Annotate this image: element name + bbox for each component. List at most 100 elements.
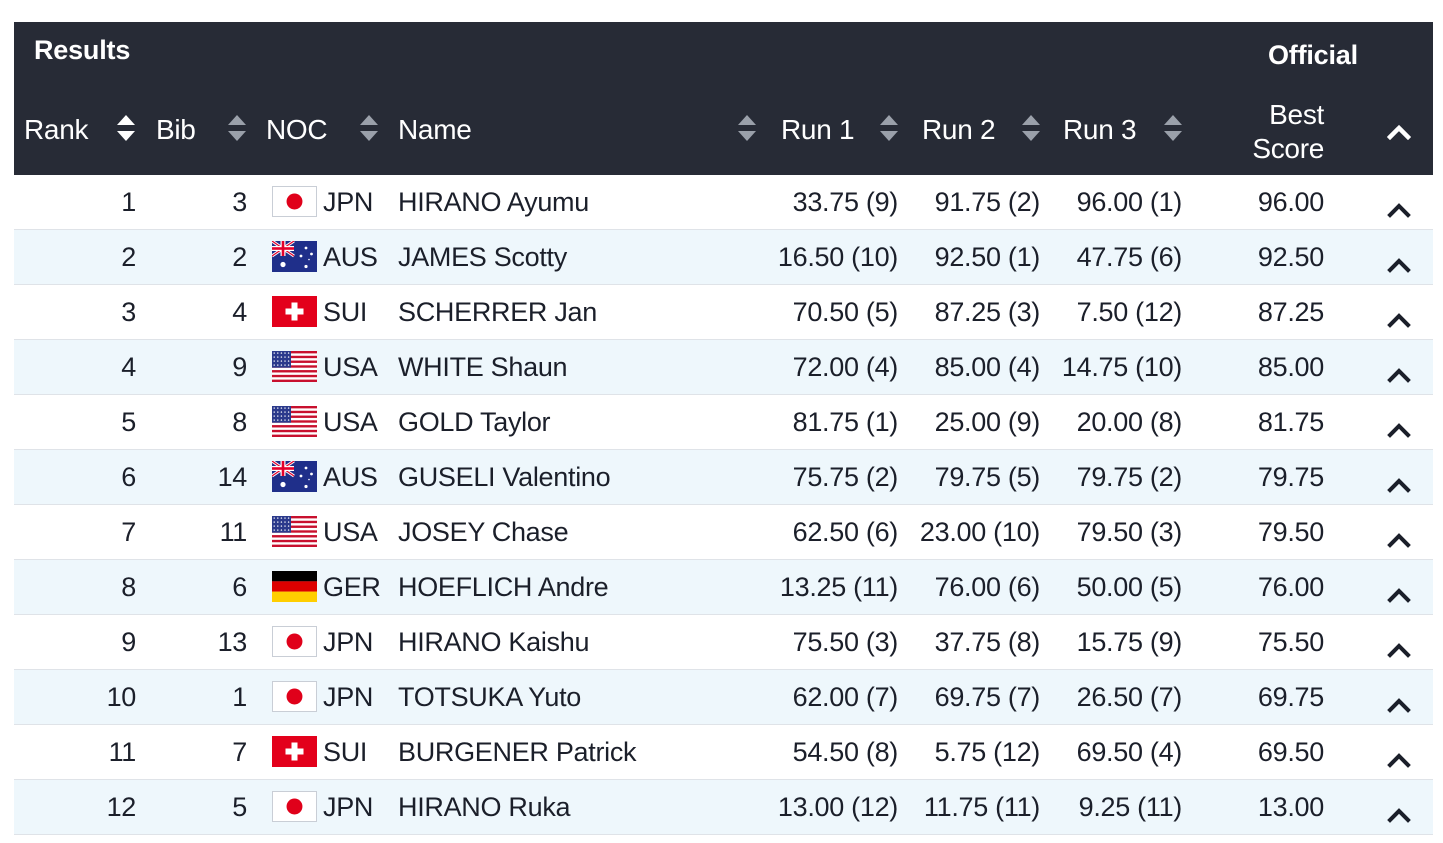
flag-jpn-icon [272, 681, 317, 712]
row-chevron-up-icon[interactable] [1387, 194, 1411, 218]
row-chevron-up-icon[interactable] [1387, 469, 1411, 493]
best-score-cell: 69.75 [1257, 682, 1324, 712]
name-cell[interactable]: JAMES Scotty [398, 242, 567, 272]
flag-jpn-icon [272, 791, 317, 822]
col-best-score[interactable]: Best Score [1224, 98, 1324, 166]
noc-cell: GER [323, 572, 381, 602]
name-cell[interactable]: WHITE Shaun [398, 352, 568, 382]
rank-cell: 10 [106, 682, 137, 712]
run3-cell: 14.75 (10) [1061, 352, 1182, 382]
row-chevron-up-icon[interactable] [1387, 744, 1411, 768]
flag-jpn-icon [272, 186, 317, 217]
row-chevron-up-icon[interactable] [1387, 579, 1411, 603]
table-row[interactable]: 2 2 AUS JAMES Scotty 16.50 (10) 92.50 (1… [14, 230, 1433, 285]
row-chevron-up-icon[interactable] [1387, 249, 1411, 273]
best-score-cell: 79.75 [1257, 462, 1324, 492]
row-chevron-up-icon[interactable] [1387, 689, 1411, 713]
row-chevron-up-icon[interactable] [1387, 414, 1411, 438]
run1-cell: 33.75 (9) [792, 187, 899, 217]
sort-noc-icon[interactable] [358, 114, 380, 142]
noc-cell: JPN [323, 682, 374, 712]
results-title: Results [34, 35, 131, 65]
run3-cell: 9.25 (11) [1078, 792, 1183, 822]
flag-sui-icon [272, 736, 317, 767]
name-cell[interactable]: HIRANO Ruka [398, 792, 571, 822]
sort-run2-icon[interactable] [1020, 114, 1042, 142]
sort-name-icon[interactable] [736, 114, 758, 142]
table-header: Results Official Rank Bib NOC Name Run 1… [14, 22, 1433, 175]
status-official: Official [1268, 40, 1358, 70]
run2-cell: 85.00 (4) [934, 352, 1041, 382]
row-chevron-up-icon[interactable] [1387, 799, 1411, 823]
flag-aus-icon [272, 461, 317, 492]
run2-cell: 87.25 (3) [934, 297, 1041, 327]
table-row[interactable]: 4 9 USA WHITE Shaun 72.00 (4) 85.00 (4) … [14, 340, 1433, 395]
table-row[interactable]: 5 8 USA GOLD Taylor 81.75 (1) 25.00 (9) … [14, 395, 1433, 450]
flag-aus-icon [272, 241, 317, 272]
bib-cell: 6 [232, 572, 247, 602]
col-best-line1: Best [1269, 99, 1324, 130]
rank-cell: 4 [121, 352, 136, 382]
collapse-all-chevron-up-icon[interactable] [1386, 124, 1412, 141]
name-cell[interactable]: GUSELI Valentino [398, 462, 611, 492]
col-name[interactable]: Name [398, 114, 472, 145]
flag-ger-icon [272, 571, 317, 602]
run1-cell: 81.75 (1) [792, 407, 899, 437]
run1-cell: 72.00 (4) [792, 352, 899, 382]
name-cell[interactable]: SCHERRER Jan [398, 297, 597, 327]
bib-cell: 3 [232, 187, 247, 217]
best-score-cell: 79.50 [1257, 517, 1324, 547]
col-rank[interactable]: Rank [24, 114, 89, 145]
name-cell[interactable]: GOLD Taylor [398, 407, 551, 437]
run3-cell: 79.50 (3) [1076, 517, 1183, 547]
noc-cell: JPN [323, 792, 374, 822]
bib-cell: 2 [232, 242, 247, 272]
table-row[interactable]: 8 6 GER HOEFLICH Andre 13.25 (11) 76.00 … [14, 560, 1433, 615]
name-cell[interactable]: HIRANO Ayumu [398, 187, 589, 217]
flag-usa-icon [272, 406, 317, 437]
flag-usa-icon [272, 351, 317, 382]
table-row[interactable]: 3 4 SUI SCHERRER Jan 70.50 (5) 87.25 (3)… [14, 285, 1433, 340]
table-row[interactable]: 9 13 JPN HIRANO Kaishu 75.50 (3) 37.75 (… [14, 615, 1433, 670]
table-row[interactable]: 6 14 AUS GUSELI Valentino 75.75 (2) 79.7… [14, 450, 1433, 505]
name-cell[interactable]: HIRANO Kaishu [398, 627, 590, 657]
name-cell[interactable]: TOTSUKA Yuto [398, 682, 582, 712]
col-run3[interactable]: Run 3 [1063, 114, 1137, 145]
table-row[interactable]: 12 5 JPN HIRANO Ruka 13.00 (12) 11.75 (1… [14, 780, 1433, 835]
table-row[interactable]: 1 3 JPN HIRANO Ayumu 33.75 (9) 91.75 (2)… [14, 175, 1433, 230]
col-run2[interactable]: Run 2 [922, 114, 996, 145]
row-chevron-up-icon[interactable] [1387, 634, 1411, 658]
best-score-cell: 13.00 [1257, 792, 1324, 822]
bib-cell: 4 [232, 297, 247, 327]
run1-cell: 13.00 (12) [777, 792, 898, 822]
row-chevron-up-icon[interactable] [1387, 359, 1411, 383]
sort-bib-icon[interactable] [226, 114, 248, 142]
table-row[interactable]: 11 7 SUI BURGENER Patrick 54.50 (8) 5.75… [14, 725, 1433, 780]
best-score-cell: 96.00 [1257, 187, 1324, 217]
run3-cell: 69.50 (4) [1076, 737, 1183, 767]
row-chevron-up-icon[interactable] [1387, 524, 1411, 548]
run3-cell: 47.75 (6) [1076, 242, 1183, 272]
run3-cell: 20.00 (8) [1076, 407, 1183, 437]
col-noc[interactable]: NOC [266, 114, 328, 145]
run2-cell: 5.75 (12) [934, 737, 1041, 767]
noc-cell: USA [323, 352, 378, 382]
run2-cell: 76.00 (6) [934, 572, 1041, 602]
col-bib[interactable]: Bib [156, 114, 196, 145]
table-body: 1 3 JPN HIRANO Ayumu 33.75 (9) 91.75 (2)… [14, 175, 1433, 835]
table-row[interactable]: 10 1 JPN TOTSUKA Yuto 62.00 (7) 69.75 (7… [14, 670, 1433, 725]
name-cell[interactable]: JOSEY Chase [398, 517, 569, 547]
name-cell[interactable]: BURGENER Patrick [398, 737, 637, 767]
run1-cell: 75.75 (2) [792, 462, 899, 492]
col-run1[interactable]: Run 1 [781, 114, 855, 145]
name-cell[interactable]: HOEFLICH Andre [398, 572, 609, 602]
rank-cell: 12 [106, 792, 137, 822]
row-chevron-up-icon[interactable] [1387, 304, 1411, 328]
table-row[interactable]: 7 11 USA JOSEY Chase 62.50 (6) 23.00 (10… [14, 505, 1433, 560]
sort-rank-icon[interactable] [115, 114, 137, 142]
sort-run3-icon[interactable] [1162, 114, 1184, 142]
sort-run1-icon[interactable] [878, 114, 900, 142]
noc-cell: SUI [323, 297, 368, 327]
rank-cell: 9 [121, 627, 136, 657]
bib-cell: 9 [232, 352, 247, 382]
